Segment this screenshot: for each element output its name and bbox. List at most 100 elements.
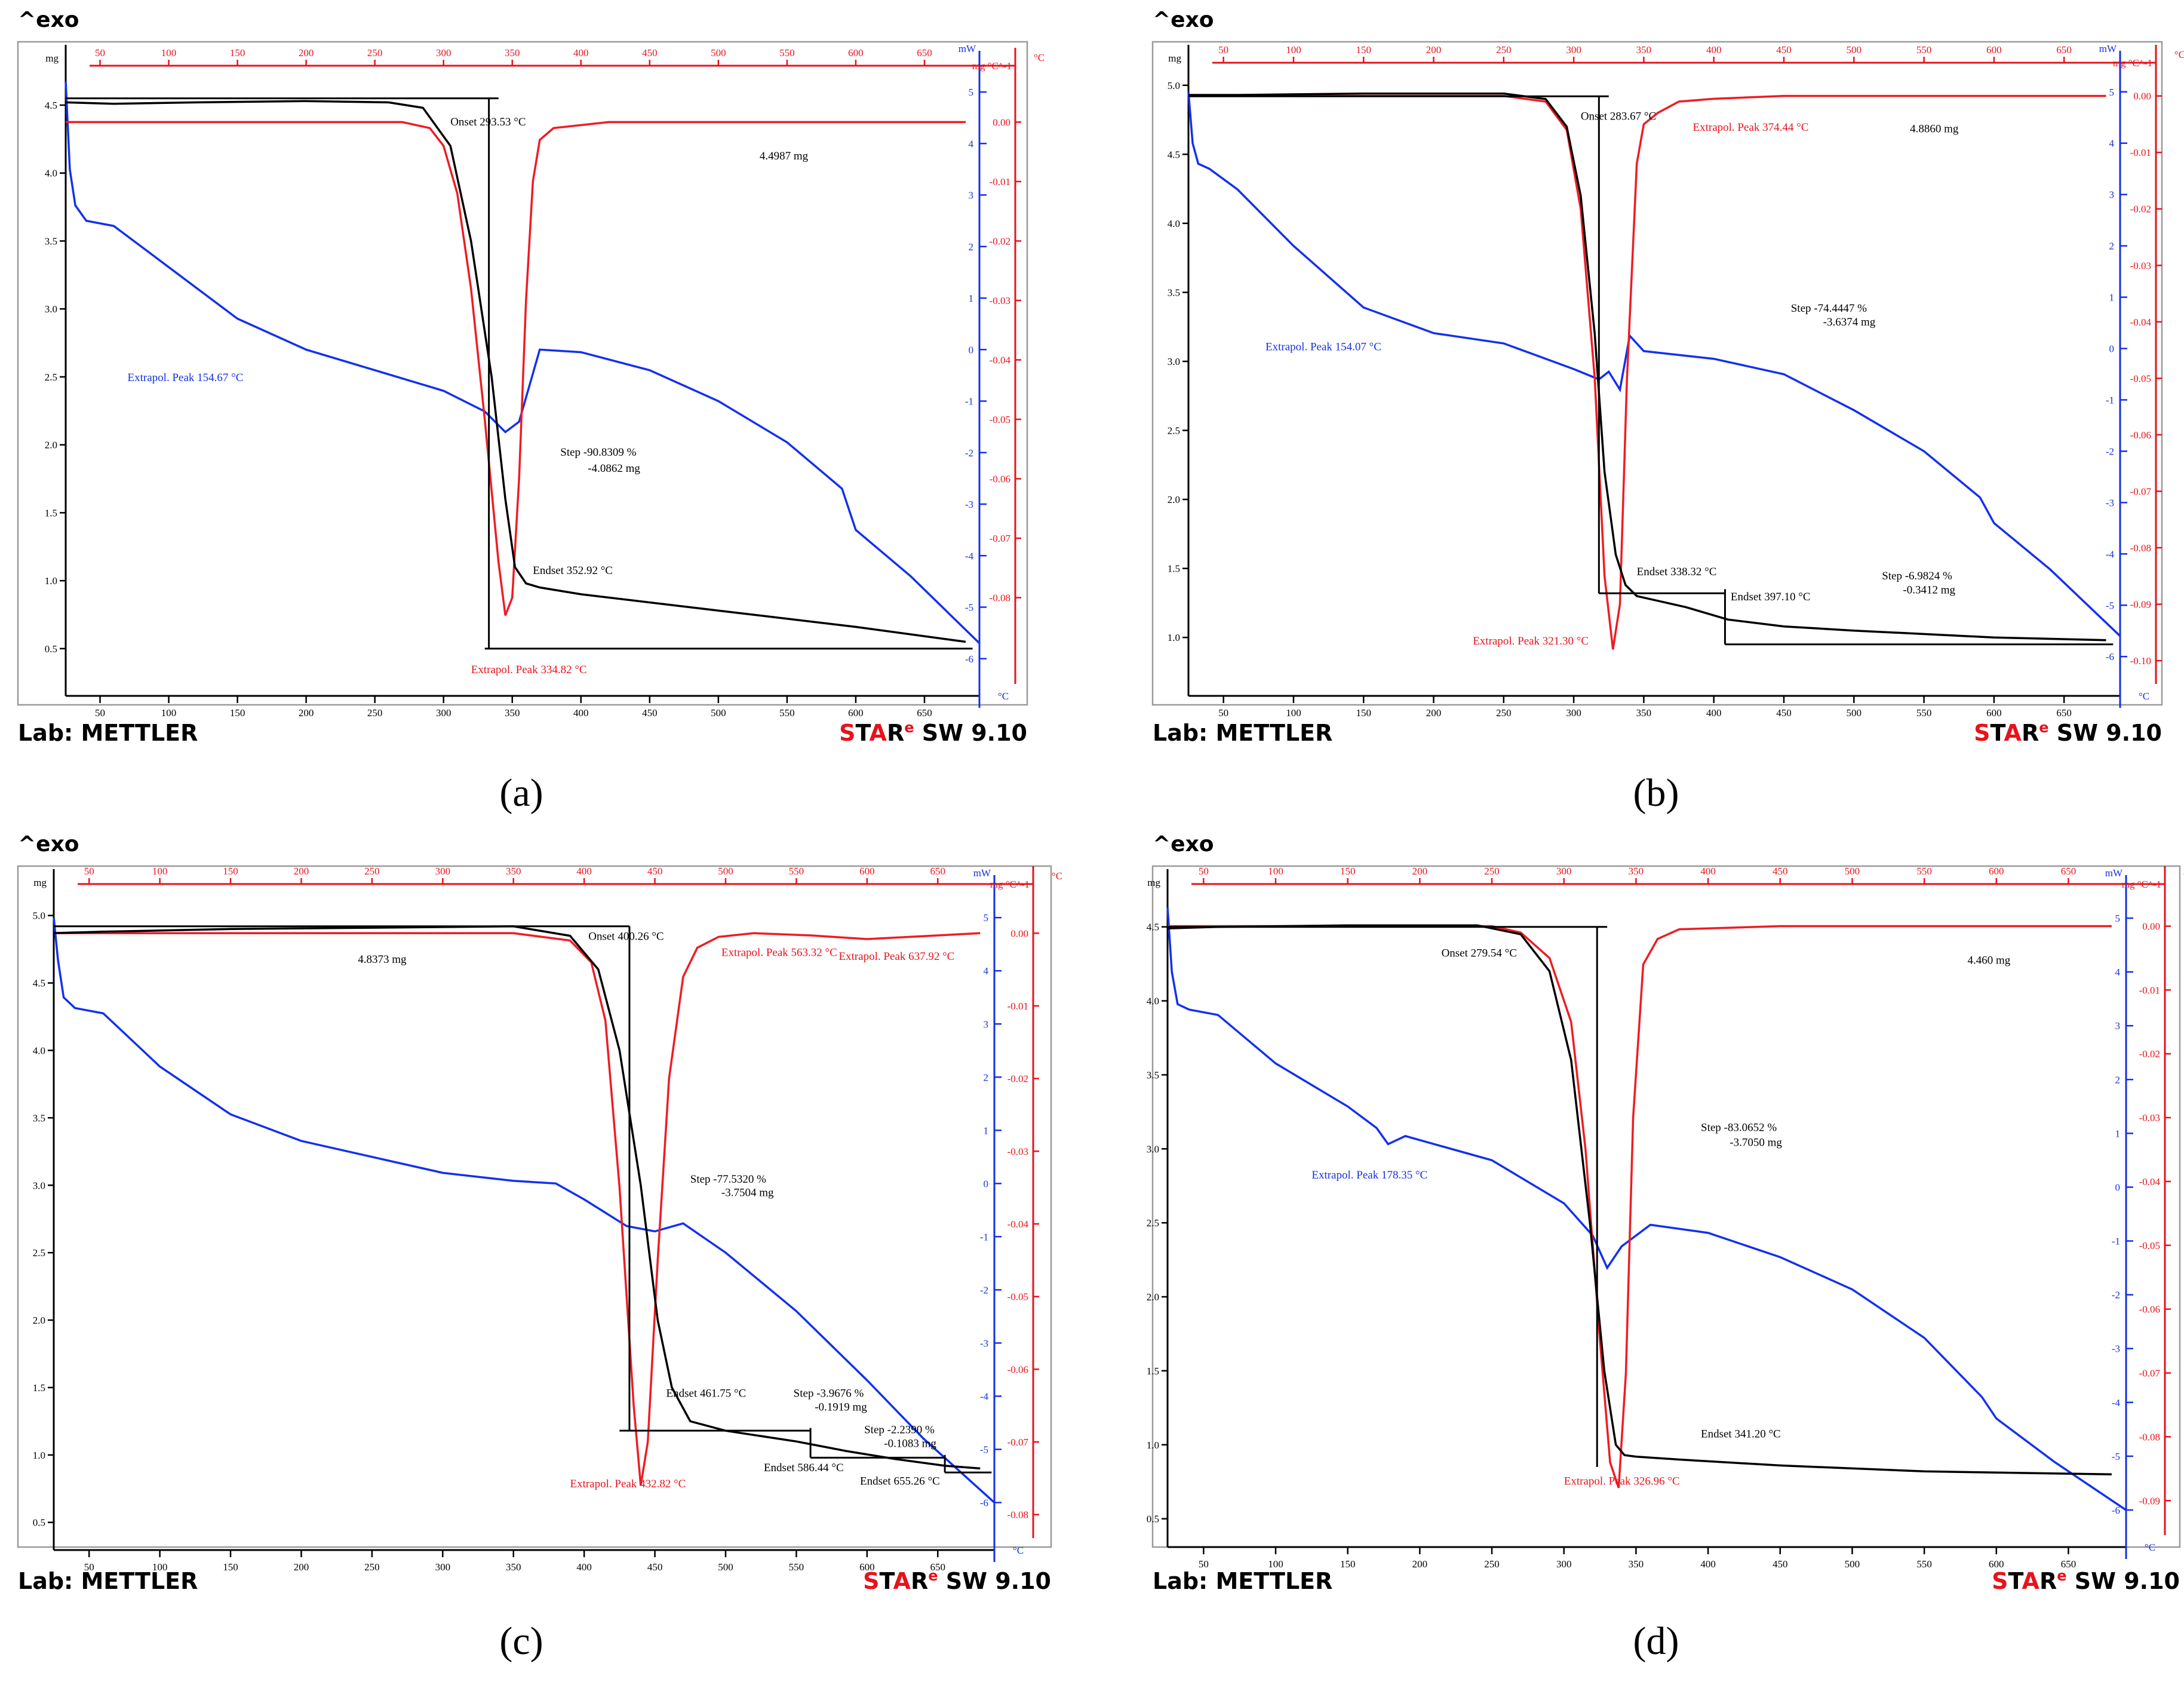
annotation-label: Onset 400.26 °C [588, 930, 664, 943]
bottom-tick-label: 200 [294, 1561, 309, 1573]
right-blue-tick-label: -6 [965, 653, 973, 665]
annotation-label: Step -2.2390 % [864, 1424, 935, 1437]
top-tick-label: 350 [506, 866, 521, 877]
bottom-tick-label: 600 [848, 707, 864, 719]
left-tick-label: 1.0 [45, 575, 57, 587]
top-tick-label: 100 [152, 866, 168, 877]
right-red-tick-label: -0.08 [2139, 1431, 2160, 1443]
annotation-label: Extrapol. Peak 374.44 °C [1693, 121, 1809, 134]
panel-c: ^exo Lab: METTLER STARe SW 9.10 mg 5.0 4.5 4.0… [0, 824, 1062, 1663]
annotation-label: Endset 341.20 °C [1701, 1428, 1781, 1440]
right-blue-tick-label: 0 [984, 1178, 989, 1189]
software-letter: R [911, 1568, 928, 1594]
software-letter: S [1974, 720, 1990, 746]
right-red-tick-label: -0.06 [2139, 1304, 2160, 1315]
software-label: STARe SW 9.10 [1974, 719, 2162, 746]
top-tick-label: 200 [1412, 866, 1428, 877]
bottom-tick-label: 200 [299, 707, 314, 719]
right-red-axis-unit: mg °C^-1 [990, 879, 1030, 890]
software-label: STARe SW 9.10 [1992, 1567, 2180, 1594]
right-red-tick-label: -0.04 [1007, 1219, 1029, 1230]
annotation-label: -0.1919 mg [815, 1401, 867, 1413]
left-tick-label: 4.0 [33, 1045, 45, 1057]
left-tick-label: 1.0 [1168, 632, 1180, 643]
left-tick-label: 2.0 [1147, 1291, 1159, 1303]
annotation-label: Extrapol. Peak 637.92 °C [838, 950, 954, 963]
bottom-tick-label: 150 [1356, 707, 1371, 719]
left-tick-label: 1.0 [1147, 1440, 1159, 1451]
bottom-tick-label: 150 [223, 1561, 238, 1573]
left-axis-ticks [48, 914, 54, 1523]
top-axis-ticks [99, 60, 926, 66]
top-tick-label: 350 [1629, 866, 1644, 877]
left-tick-label: 1.5 [33, 1382, 45, 1394]
annotation-label: Extrapol. Peak 432.82 °C [570, 1478, 686, 1490]
annotation-label: Extrapol. Peak 321.30 °C [1473, 635, 1589, 647]
annotation-label: Endset 586.44 °C [764, 1462, 844, 1474]
top-tick-label: 650 [2061, 866, 2077, 877]
software-letter: R [2022, 720, 2039, 746]
right-blue-tick-label: 1 [2109, 292, 2115, 303]
software-superscript: e [928, 1567, 938, 1584]
annotation-label: Extrapol. Peak 178.35 °C [1311, 1169, 1427, 1181]
top-tick-label: 150 [1356, 44, 1371, 56]
right-blue-tick-label: 4 [984, 965, 989, 977]
right-blue-tick-label: 0 [969, 344, 974, 355]
right-blue-axis-unit: mW [959, 43, 976, 54]
top-tick-label: 650 [2056, 44, 2072, 56]
left-axis-ticks [1162, 926, 1168, 1520]
lab-label: Lab: METTLER [18, 720, 198, 746]
right-blue-tick-label: 4 [969, 138, 974, 149]
right-red-tick-label: -0.04 [2139, 1176, 2161, 1187]
software-superscript: e [2039, 719, 2048, 736]
bottom-tick-label: 250 [364, 1561, 380, 1573]
bottom-tick-label: 300 [436, 707, 451, 719]
bottom-tick-label: 400 [576, 1561, 592, 1573]
chart-d: ^exo Lab: METTLER STARe SW 9.10 mg 4.5 4.0 3.5… [1147, 832, 2184, 1594]
right-red-tick-label: -0.07 [2130, 486, 2152, 497]
left-tick-label: 3.0 [1147, 1143, 1159, 1155]
right-red-tick-label: 0.00 [993, 116, 1010, 128]
right-red-tick-label: -0.03 [2130, 260, 2151, 271]
top-tick-label: 250 [1484, 866, 1500, 877]
dtg-curve [1188, 94, 2106, 650]
bottom-tick-label: 600 [1989, 1558, 2004, 1570]
annotation-label: Step -3.9676 % [794, 1388, 864, 1400]
bottom-tick-label: 100 [152, 1561, 168, 1573]
top-tick-label: 500 [1845, 866, 1860, 877]
right-blue-tick-label: -2 [2112, 1290, 2120, 1301]
right-red-tick-label: -0.08 [990, 593, 1010, 604]
software-letter: R [2039, 1568, 2057, 1594]
annotation-label: Onset 283.67 °C [1581, 111, 1656, 123]
bottom-tick-label: 450 [642, 707, 658, 719]
annotation-label: Extrapol. Peak 154.67 °C [128, 372, 244, 384]
bottom-tick-label: 350 [506, 1561, 521, 1573]
right-blue-tick-label: -5 [2112, 1451, 2120, 1462]
left-tick-label: 4.0 [1147, 996, 1159, 1007]
top-tick-label: 550 [789, 866, 804, 877]
right-blue-tick-label: 3 [984, 1018, 989, 1030]
right-blue-tick-label: 3 [2109, 189, 2115, 201]
left-tick-label: 3.5 [1147, 1069, 1159, 1081]
top-axis-ticks [1203, 878, 2069, 884]
right-blue-axis-ticks [979, 91, 987, 659]
caption-c: (c) [499, 1619, 543, 1663]
bottom-axis-unit: °C [2145, 1542, 2155, 1553]
bottom-tick-label: 100 [1286, 707, 1301, 719]
left-tick-label: 2.5 [1168, 425, 1180, 437]
annotation-label: -3.7504 mg [721, 1186, 774, 1199]
top-tick-label: 100 [1268, 866, 1283, 877]
right-red-tick-label: -0.03 [990, 295, 1010, 306]
bottom-tick-label: 500 [718, 1561, 733, 1573]
right-red-axis-ticks [1015, 121, 1021, 599]
software-letter: T [856, 720, 871, 746]
lab-label: Lab: METTLER [18, 1568, 198, 1594]
right-red-tick-label: -0.06 [2130, 429, 2151, 441]
software-letter: A [2004, 720, 2022, 746]
right-red-tick-label: -0.07 [990, 533, 1011, 544]
left-tick-label: 3.5 [45, 235, 57, 247]
right-red-tick-label: -0.02 [1007, 1073, 1028, 1085]
top-tick-label: 350 [505, 47, 520, 59]
software-letter: S [863, 1568, 879, 1594]
annotation-label: -0.1083 mg [884, 1437, 936, 1450]
